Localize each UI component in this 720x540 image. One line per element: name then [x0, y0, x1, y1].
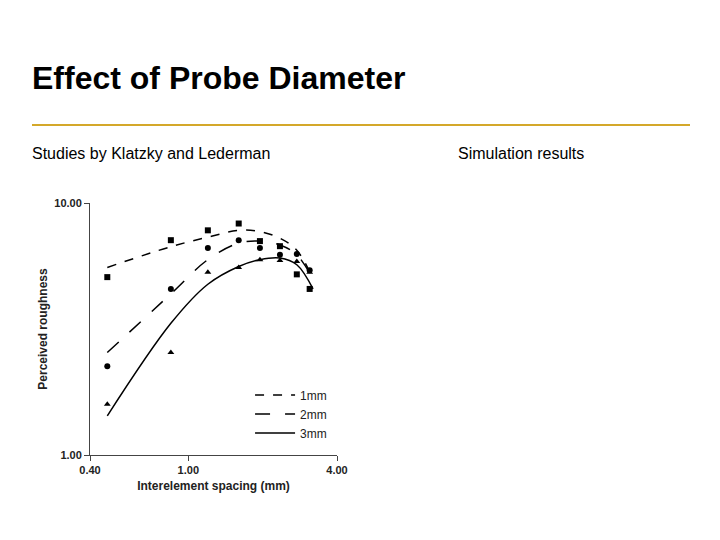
- svg-text:2mm: 2mm: [300, 408, 327, 422]
- svg-text:10.00: 10.00: [54, 197, 82, 209]
- svg-text:3mm: 3mm: [300, 427, 327, 441]
- svg-text:Perceived roughness: Perceived roughness: [36, 268, 50, 390]
- html-text:Effect of Probe Diameter: Effect of Probe Diameter: [32, 60, 406, 96]
- html-text:Studies by Klatzky and Lederma: Studies by Klatzky and Lederman: [32, 145, 271, 162]
- html-text:Simulation results: Simulation results: [458, 145, 585, 162]
- svg-text:4.00: 4.00: [326, 464, 347, 476]
- svg-text:1.00: 1.00: [178, 464, 199, 476]
- svg-text:0.40: 0.40: [79, 464, 100, 476]
- svg-text:1.00: 1.00: [60, 449, 81, 461]
- svg-text:Interelement spacing (mm): Interelement spacing (mm): [137, 479, 290, 493]
- svg-text:1mm: 1mm: [300, 389, 327, 403]
